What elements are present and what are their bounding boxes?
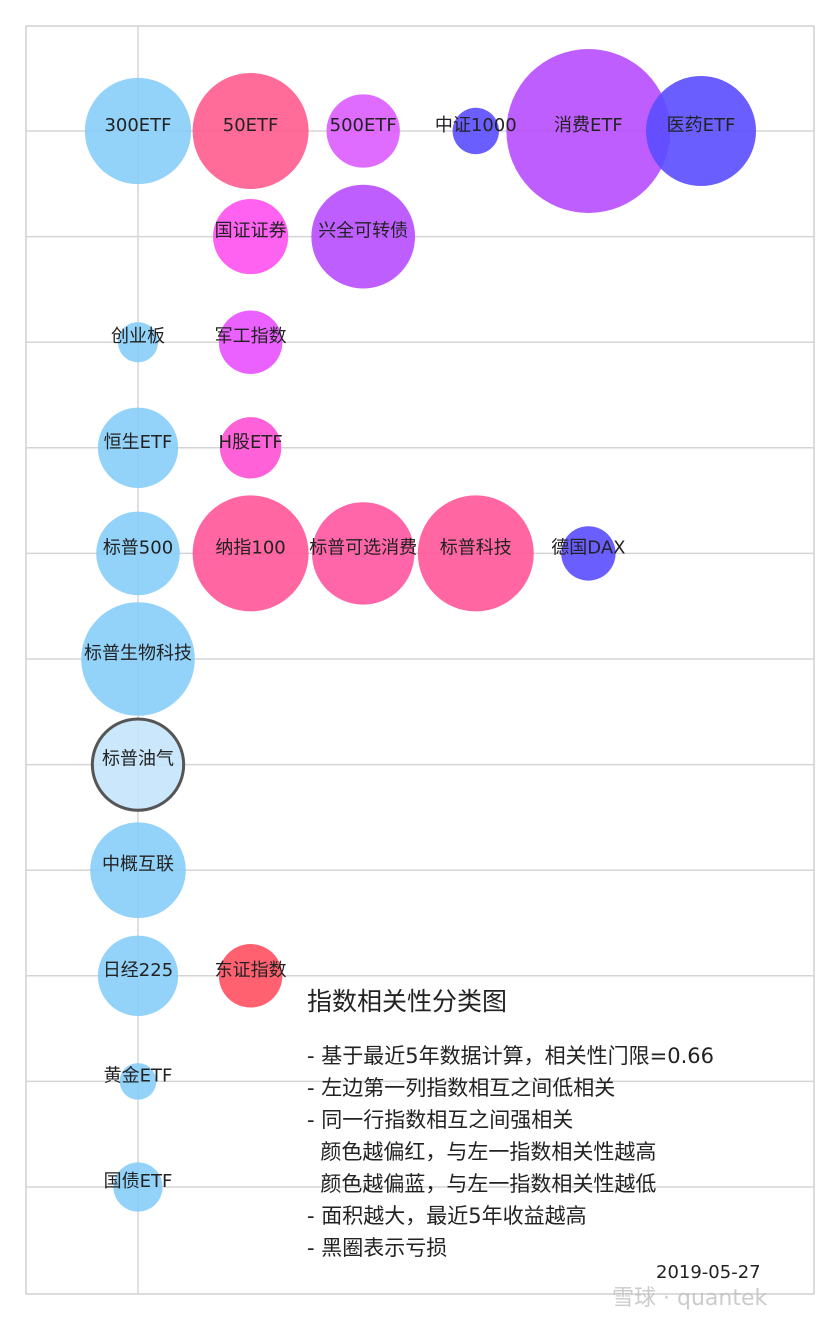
- bubble: [113, 1162, 163, 1212]
- note-line: - 黑圈表示亏损: [307, 1236, 448, 1260]
- chart-title: 指数相关性分类图: [307, 987, 508, 1016]
- bubble-label: 东证指数: [215, 960, 287, 981]
- bubble-label: H股ETF: [218, 432, 282, 453]
- note-line: - 基于最近5年数据计算，相关性门限=0.66: [307, 1044, 714, 1068]
- bubble: [213, 199, 289, 275]
- bubble: [192, 495, 309, 612]
- bubble: [311, 502, 415, 605]
- bubble-label: 创业板: [111, 326, 165, 347]
- bubble-label: 兴全可转债: [318, 221, 408, 242]
- bubble: [84, 77, 192, 185]
- bubble-label: 黄金ETF: [104, 1065, 173, 1086]
- bubble: [645, 75, 757, 187]
- bubble-label: 消费ETF: [554, 115, 623, 136]
- bubble-label: 中证1000: [435, 115, 517, 136]
- bubble-label: 国债ETF: [104, 1171, 173, 1192]
- bubble: [90, 717, 186, 812]
- bubble: [117, 322, 159, 363]
- bubble-label: 纳指100: [215, 537, 285, 558]
- bubble: [192, 73, 309, 189]
- bubble-label: 医药ETF: [667, 115, 736, 136]
- bubble-label: 标普科技: [440, 537, 512, 558]
- bubble-label: 500ETF: [330, 115, 397, 136]
- bubble: [326, 94, 400, 168]
- watermark: 雪球 · quantek: [612, 1286, 768, 1311]
- note-line: - 同一行指数相互之间强相关: [307, 1108, 574, 1132]
- date-label: 2019-05-27: [656, 1262, 761, 1283]
- bubble: [452, 107, 499, 155]
- bubble: [506, 49, 671, 213]
- bubble-label: 恒生ETF: [104, 432, 173, 453]
- bubble-label: 军工指数: [215, 326, 287, 347]
- note-line: - 面积越大，最近5年收益越高: [307, 1204, 587, 1228]
- bubble: [81, 602, 195, 716]
- bubble-label: 50ETF: [223, 115, 279, 136]
- bubble: [97, 407, 179, 488]
- bubble: [97, 935, 179, 1016]
- bubble-label: 标普500: [103, 537, 173, 558]
- bubble: [96, 511, 180, 596]
- bubble: [417, 495, 534, 612]
- bubble: [218, 310, 283, 374]
- bubble-label: 标普生物科技: [84, 643, 192, 664]
- bubble-label: 德国DAX: [551, 537, 625, 558]
- bubble: [561, 526, 616, 581]
- bubble-label: 标普油气: [102, 749, 174, 770]
- bubble-label: 日经225: [103, 960, 173, 981]
- bubble-label: 300ETF: [104, 115, 171, 136]
- bubble: [90, 822, 186, 919]
- note-line: 颜色越偏蓝，与左一指数相关性越低: [307, 1172, 657, 1196]
- bubble-label: 中概互联: [102, 854, 174, 875]
- bubble: [218, 944, 283, 1008]
- bubble: [119, 1063, 157, 1100]
- bubble: [219, 417, 282, 479]
- plot-frame: [25, 25, 815, 1295]
- bubble-label: 国证证券: [215, 221, 287, 242]
- bubble: [311, 184, 416, 289]
- note-line: 颜色越偏红，与左一指数相关性越高: [307, 1140, 657, 1164]
- note-line: - 左边第一列指数相互之间低相关: [307, 1076, 616, 1100]
- bubble-label: 标普可选消费: [309, 537, 417, 558]
